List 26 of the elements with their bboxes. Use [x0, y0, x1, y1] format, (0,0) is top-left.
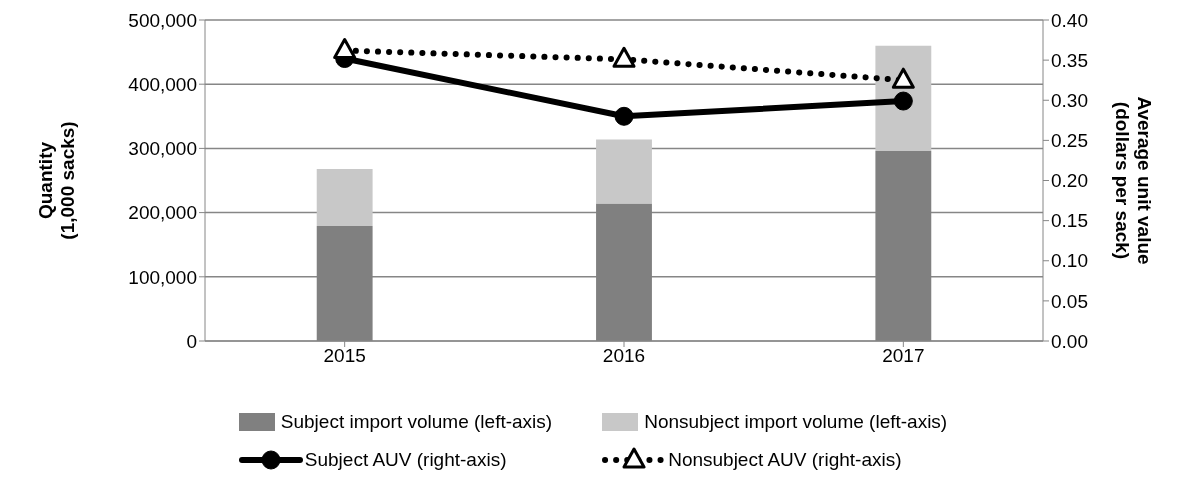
x-tick-label: 2015	[323, 345, 366, 367]
y-axis-title: Quantity (1,000 sacks)	[35, 121, 78, 240]
bar	[316, 168, 373, 227]
x-tick-label: 2017	[882, 345, 925, 367]
y-tick-label: 400,000	[128, 73, 197, 95]
y2-tick-label: 0.00	[1051, 330, 1088, 352]
legend-label: Subject AUV (right-axis)	[304, 449, 507, 471]
y-tick-label: 300,000	[128, 138, 197, 160]
bar	[596, 139, 652, 204]
y-tick-label: 500,000	[128, 9, 197, 31]
y-tick-label: 0	[186, 330, 197, 352]
y2-tick-label: 0.40	[1051, 9, 1088, 31]
y2-tick-label: 0.20	[1051, 170, 1088, 192]
y2-tick-label: 0.30	[1051, 90, 1088, 111]
y-tick-label: 100,000	[128, 266, 197, 288]
y2-tick-label: 0.10	[1051, 250, 1088, 272]
legend-label: Nonsubject import volume (left-axis)	[644, 411, 948, 433]
y2-axis-title: Average unit value (dollars per sack)	[1112, 96, 1155, 265]
y-tick-label: 200,000	[128, 202, 197, 224]
legend-label: Subject import volume (left-axis)	[280, 411, 553, 433]
y2-tick-label: 0.05	[1051, 290, 1088, 312]
x-tick-label: 2016	[602, 345, 646, 367]
y2-tick-label: 0.25	[1051, 130, 1088, 152]
legend-label: Nonsubject AUV (right-axis)	[668, 449, 902, 471]
y2-tick-label: 0.35	[1051, 49, 1088, 71]
y2-tick-label: 0.15	[1051, 210, 1088, 232]
